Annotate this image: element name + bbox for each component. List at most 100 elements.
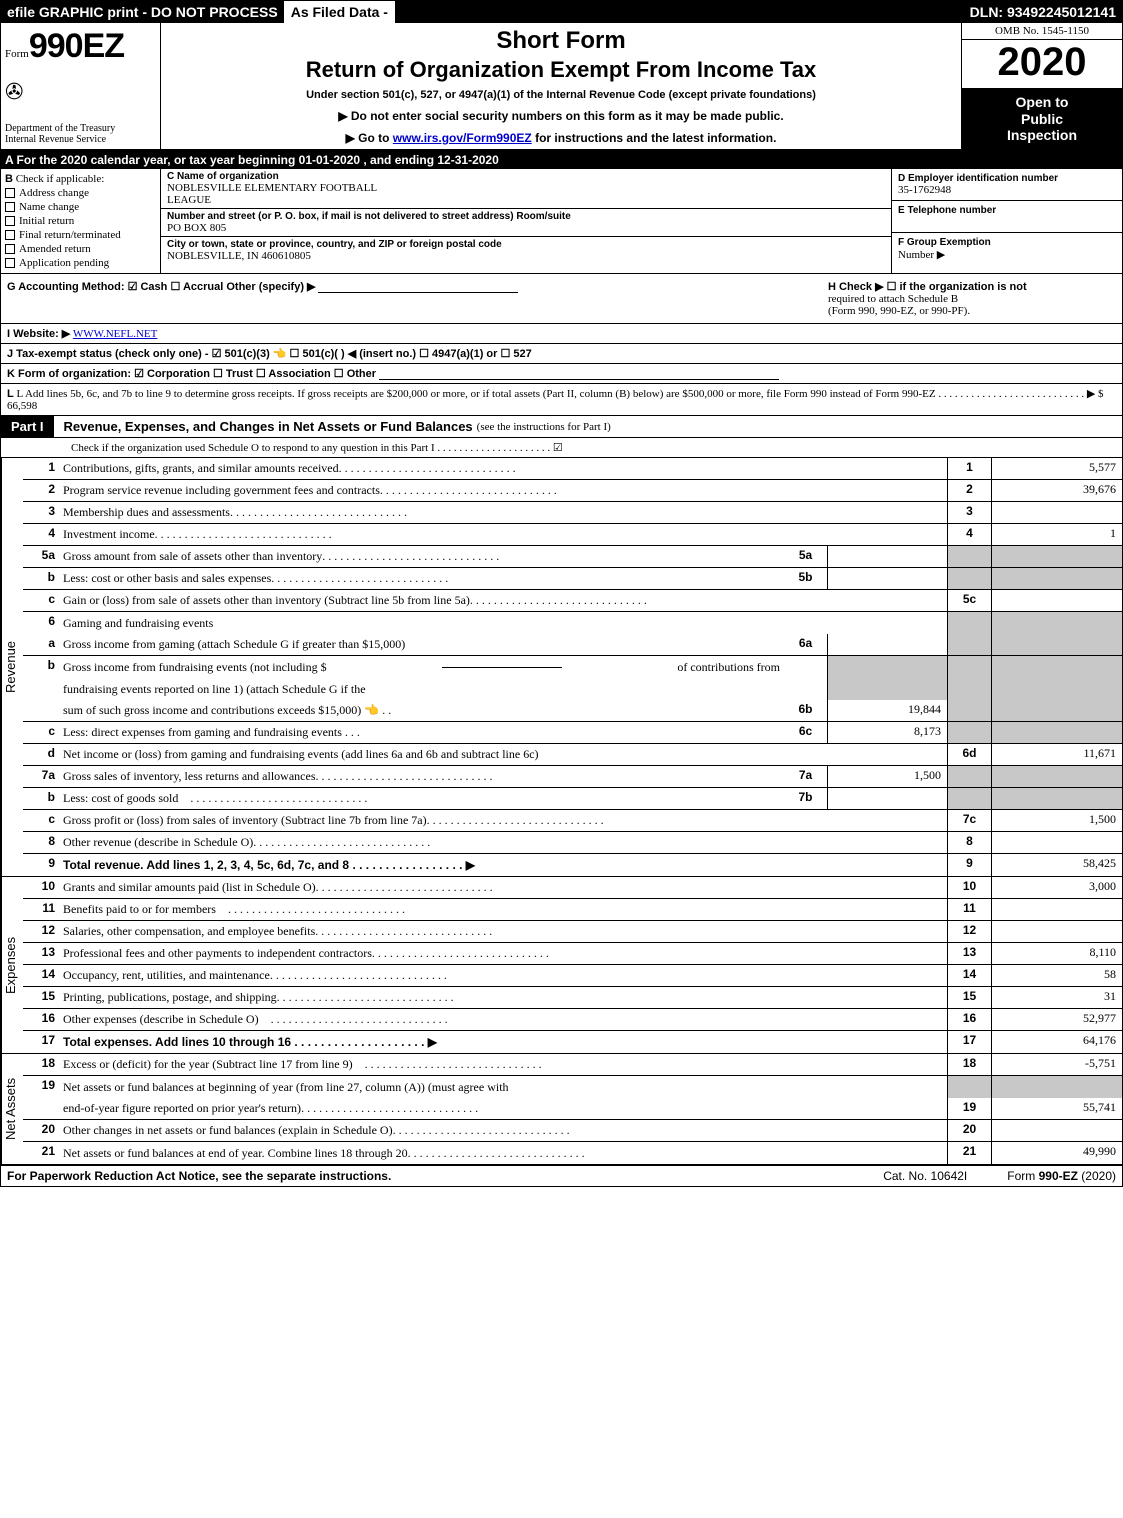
l5b-rv-gray [992,568,1122,589]
dept-line1: Department of the Treasury [5,123,156,134]
l19-rv-gray [992,1076,1122,1098]
l7a-ml: 7a [784,766,828,787]
l1-rl: 1 [948,458,992,479]
l6b-blank [442,667,562,668]
l12-rl: 12 [948,921,992,942]
netassets-lines: 18Excess or (deficit) for the year (Subt… [23,1054,1122,1164]
l14-desc: Occupancy, rent, utilities, and maintena… [63,968,270,983]
l6b-rl-gray3 [948,700,992,721]
l6d-num: d [23,744,59,765]
l4-rv: 1 [992,524,1122,545]
l12-desc: Salaries, other compensation, and employ… [63,924,315,939]
header-right: OMB No. 1545-1150 2020 Open to Public In… [962,23,1122,149]
l6b-ml-gray1 [784,656,828,678]
l6b-d3: fundraising events reported on line 1) (… [63,682,366,697]
row-a: A For the 2020 calendar year, or tax yea… [1,151,1122,169]
chk-address-change[interactable]: Address change [5,187,156,199]
revenue-section: Revenue 1Contributions, gifts, grants, a… [1,458,1122,877]
header-mid: Short Form Return of Organization Exempt… [161,23,962,149]
l15-rl: 15 [948,987,992,1008]
l7a-rl-gray [948,766,992,787]
l10-num: 10 [23,877,59,898]
l6b-num2 [23,678,59,700]
l-text: L Add lines 5b, 6c, and 7b to line 9 to … [16,388,1103,400]
revenue-sidebar: Revenue [1,458,23,876]
l6-num: 6 [23,612,59,634]
note-1: ▶ Do not enter social security numbers o… [169,109,953,123]
irs-link[interactable]: www.irs.gov/Form990EZ [393,131,532,145]
chk-amended-return[interactable]: Amended return [5,243,156,255]
c-city-head: City or town, state or province, country… [167,239,885,250]
l4-rl: 4 [948,524,992,545]
eagle-icon: ✇ [5,79,156,105]
omb-label: OMB No. 1545-1150 [962,23,1122,40]
l21-rl: 21 [948,1142,992,1164]
website-link[interactable]: WWW.NEFL.NET [73,328,158,340]
chk-name-change[interactable]: Name change [5,201,156,213]
c-addr-head: Number and street (or P. O. box, if mail… [167,211,885,222]
l7c-num: c [23,810,59,831]
l11-rv [992,899,1122,920]
l18-rv: -5,751 [992,1054,1122,1075]
row-l: L L Add lines 5b, 6c, and 7b to line 9 t… [1,384,1122,416]
h-line2: required to attach Schedule B [828,293,1116,305]
part1-checkline: Check if the organization used Schedule … [1,438,1122,458]
gh-row: G Accounting Method: ☑ Cash ☐ Accrual Ot… [1,274,1122,324]
l5b-num: b [23,568,59,589]
l5c-rv [992,590,1122,611]
main-title: Return of Organization Exempt From Incom… [169,57,953,83]
l6b-num3 [23,700,59,721]
l3-desc: Membership dues and assessments [63,505,230,520]
expenses-sidebar: Expenses [1,877,23,1053]
col-b: B Check if applicable: Address change Na… [1,169,161,273]
l5b-ml: 5b [784,568,828,589]
l14-num: 14 [23,965,59,986]
d-grp-head: F Group Exemption [898,237,1116,248]
l6b-rl-gray2 [948,678,992,700]
note2-pre: ▶ Go to [346,131,393,145]
l13-rv: 8,110 [992,943,1122,964]
l6b-d2: of contributions from [677,660,780,675]
open-to-public-box: Open to Public Inspection [962,89,1122,149]
b-label: Check if applicable: [16,173,105,185]
l6b-d1: Gross income from fundraising events (no… [63,660,327,675]
l6a-desc: Gross income from gaming (attach Schedul… [63,637,405,652]
l5a-num: 5a [23,546,59,567]
l20-num: 20 [23,1120,59,1141]
chk-initial-return[interactable]: Initial return [5,215,156,227]
chk-application-pending[interactable]: Application pending [5,257,156,269]
part1-tab: Part I [1,416,54,437]
l6b-mv-gray1 [828,656,948,678]
chk-final-return[interactable]: Final return/terminated [5,229,156,241]
l18-num: 18 [23,1054,59,1075]
l6c-ml: 6c [784,722,828,743]
l11-desc: Benefits paid to or for members [63,902,216,917]
footer-mid: Cat. No. 10642I [843,1169,1007,1183]
l8-num: 8 [23,832,59,853]
header-left: Form990EZ ✇ Department of the Treasury I… [1,23,161,149]
l13-num: 13 [23,943,59,964]
l19-num: 19 [23,1076,59,1098]
g-blank-line [318,292,518,293]
l6c-rl-gray [948,722,992,743]
l19-num2 [23,1098,59,1119]
l1-rv: 5,577 [992,458,1122,479]
row-j: J Tax-exempt status (check only one) - ☑… [1,344,1122,364]
l21-num: 21 [23,1142,59,1164]
l6-rv-gray [992,612,1122,634]
l6b-num: b [23,656,59,678]
l11-num: 11 [23,899,59,920]
l6a-rl-gray [948,634,992,655]
i-label: I Website: ▶ [7,328,70,340]
d-tel-head: E Telephone number [898,205,1116,216]
k-text: K Form of organization: ☑ Corporation ☐ … [7,368,376,380]
netassets-section: Net Assets 18Excess or (deficit) for the… [1,1054,1122,1166]
l10-rv: 3,000 [992,877,1122,898]
l4-num: 4 [23,524,59,545]
open-line1: Open to [966,94,1118,111]
l2-num: 2 [23,480,59,501]
l6a-ml: 6a [784,634,828,655]
l9-num: 9 [23,854,59,876]
l12-num: 12 [23,921,59,942]
l21-desc: Net assets or fund balances at end of ye… [63,1146,408,1161]
